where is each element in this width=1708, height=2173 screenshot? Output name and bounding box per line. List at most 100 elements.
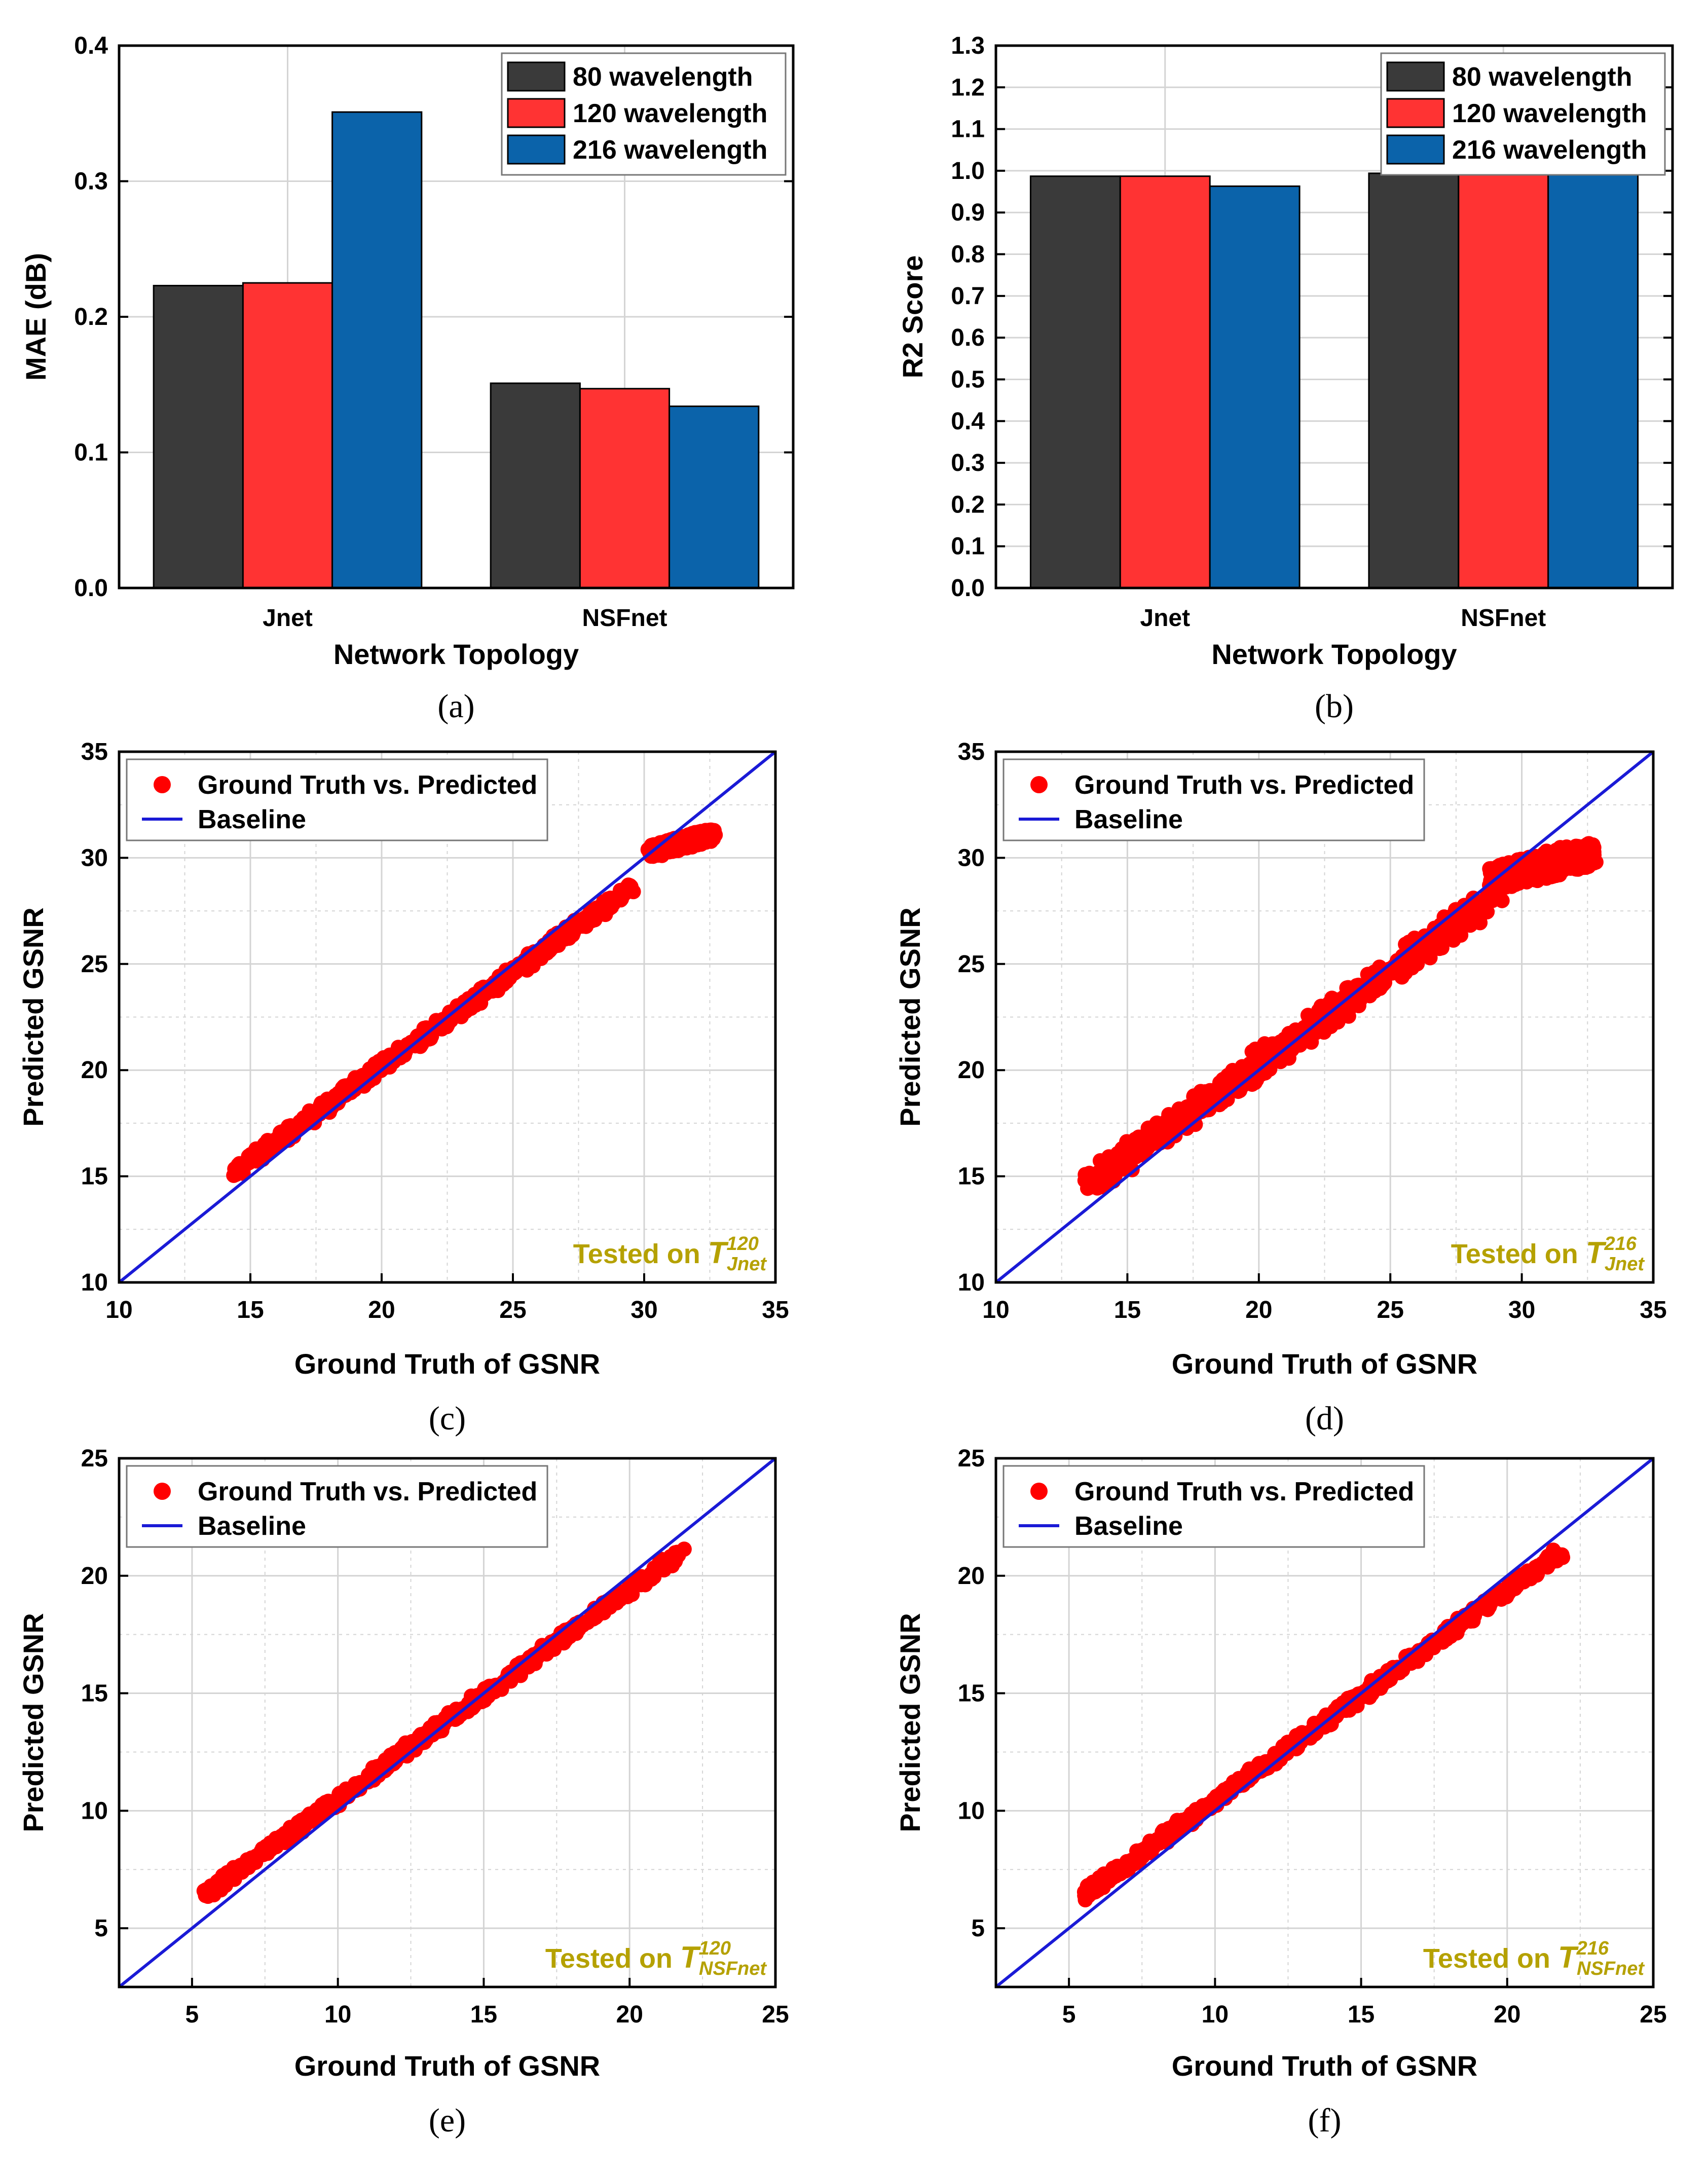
scatter-point [509, 1664, 525, 1679]
x-tick-label: NSFnet [582, 605, 667, 632]
y-tick-label: 15 [958, 1163, 985, 1190]
x-tick-label: 20 [1494, 2001, 1520, 2028]
legend-box [126, 758, 548, 841]
y-tick-label: 0.9 [951, 199, 985, 226]
y-tick-label: 0.5 [951, 366, 985, 393]
scatter-point [1225, 1062, 1241, 1078]
y-tick-label: 25 [958, 951, 985, 978]
test-annotation: Tested on T216 Jnet [1451, 1233, 1645, 1275]
bar [579, 388, 671, 589]
x-tick-label: 15 [1348, 2001, 1375, 2028]
y-tick-label: 20 [81, 1057, 108, 1084]
scatter-point [667, 1554, 683, 1569]
x-axis-label: Ground Truth of GSNR [294, 1348, 600, 1380]
y-tick-label: 15 [958, 1680, 985, 1707]
annotation-sup: 216 [1604, 1233, 1637, 1255]
x-tick-label: 25 [1377, 1297, 1404, 1323]
x-axis-label: Ground Truth of GSNR [1172, 2050, 1477, 2082]
legend-label: Ground Truth vs. Predicted [1074, 770, 1414, 800]
legend-label: Ground Truth vs. Predicted [1074, 1477, 1414, 1506]
plot-frame [994, 1457, 1655, 1988]
scatter-point [1175, 1113, 1191, 1128]
legend-swatch [1386, 61, 1445, 92]
plot-frame [994, 44, 1674, 590]
scatter-point [1341, 1004, 1356, 1019]
scatter-point [1467, 901, 1482, 916]
scatter-point [532, 1644, 547, 1660]
scatter-point [1434, 940, 1450, 955]
y-tick-label: 0.4 [951, 408, 985, 435]
scatter-point [1484, 893, 1500, 908]
scatter-point [1099, 1164, 1115, 1180]
scatter-point [1435, 1634, 1451, 1650]
x-tick-label: 5 [185, 2001, 199, 2028]
x-axis-label: Ground Truth of GSNR [1172, 1348, 1477, 1380]
scatter-point [617, 1586, 633, 1602]
y-tick-label: 30 [958, 844, 985, 871]
y-tick-label: 5 [94, 1915, 108, 1942]
scatter-point [258, 1838, 274, 1854]
y-axis-label: Predicted GSNR [17, 1613, 49, 1832]
y-tick-label: 30 [81, 844, 108, 871]
panel-caption: (b) [1315, 688, 1354, 725]
scatter-point [213, 1882, 229, 1898]
legend-label: Baseline [1074, 1512, 1183, 1541]
scatter-point [492, 1677, 508, 1692]
y-tick-label: 0.4 [74, 32, 108, 59]
bar [1209, 185, 1301, 589]
scatter-point [292, 1114, 308, 1130]
annotation-sub: NSFnet [699, 1958, 767, 1979]
annotation-sub: Jnet [727, 1254, 767, 1275]
y-tick-label: 0.8 [951, 241, 985, 268]
annotation-sub: Jnet [1605, 1254, 1645, 1275]
scatter-point [1529, 1567, 1545, 1583]
chart-b: 0.0 0.1 0.2 0.3 0.4 0.5 0.6 0.7 0.8 0.9 1.0 1.1 1.2 1… [897, 32, 1674, 725]
scatter-point [1147, 1833, 1163, 1849]
legend-swatch [507, 134, 566, 165]
scatter-point [1231, 1084, 1246, 1099]
x-tick-label: 10 [1202, 2001, 1229, 2028]
bar [1119, 175, 1211, 589]
baseline-line [118, 1457, 776, 1988]
legend-swatch [507, 98, 566, 128]
scatter-point [649, 1562, 664, 1578]
scatter-point [1516, 1574, 1532, 1590]
y-tick-label: 20 [81, 1563, 108, 1590]
scatter-point [1082, 1165, 1097, 1181]
bar [153, 284, 244, 589]
scatter-point [548, 938, 564, 953]
annotation-sub: NSFnet [1577, 1958, 1645, 1979]
scatter-point [441, 1705, 457, 1720]
scatter-point [1483, 1595, 1499, 1611]
scatter-point [1085, 1179, 1101, 1195]
scatter-point [1136, 1129, 1152, 1145]
scatter-point [298, 1817, 313, 1833]
plot-frame [118, 750, 777, 1284]
y-tick-label: 15 [81, 1680, 108, 1707]
y-tick-label: 25 [958, 1445, 985, 1472]
bar [1368, 172, 1460, 589]
test-annotation: Tested on T120 NSFnet [545, 1938, 767, 1979]
scatter-point [1575, 845, 1590, 861]
scatter-point [1160, 1829, 1176, 1845]
scatter-point [666, 838, 682, 854]
y-tick-label: 0.2 [74, 304, 108, 330]
x-tick-label: 35 [1640, 1297, 1666, 1323]
y-tick-label: 0.0 [74, 575, 108, 602]
y-tick-label: 5 [971, 1915, 985, 1942]
scatter-point [471, 987, 487, 1003]
panel-caption: (a) [437, 688, 474, 725]
scatter-points [196, 1541, 692, 1904]
bar [1029, 175, 1121, 589]
scatter-point [1339, 980, 1355, 996]
x-axis-label: Network Topology [333, 638, 579, 670]
scatter-point [477, 1687, 493, 1703]
scatter-point [1536, 868, 1551, 884]
x-tick-label: 25 [762, 2001, 789, 2028]
annotation-sup: 216 [1576, 1938, 1609, 1959]
scatter-point [495, 977, 511, 992]
x-tick-label: Jnet [1140, 605, 1190, 632]
scatter-point [318, 1802, 333, 1818]
scatter-point [1196, 1087, 1212, 1103]
